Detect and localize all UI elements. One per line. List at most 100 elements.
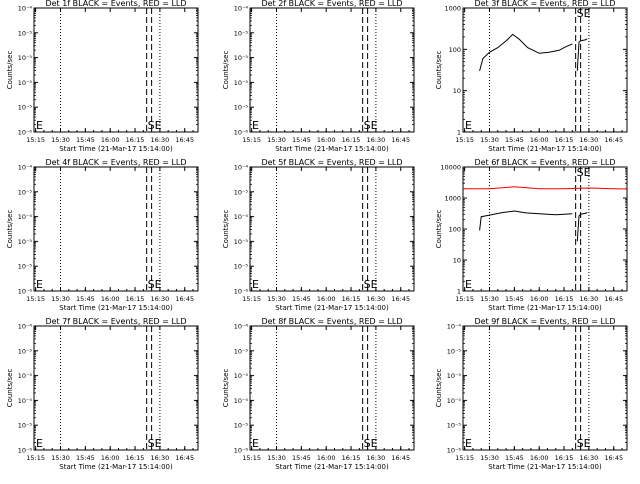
panel-title: Det 1f BLACK = Events, RED = LLD [45,0,186,8]
y-tick-label: 10⁻⁵ [18,397,33,405]
y-tick-label: 10⁻⁵ [234,347,249,355]
panel-title: Det 9f BLACK = Events, RED = LLD [474,317,615,326]
y-tick-label: 10⁻⁶ [234,447,249,455]
marker-E: E [371,278,378,291]
x-tick-label: 16:30 [367,136,386,144]
x-tick-label: 15:45 [76,454,95,462]
x-tick-label: 15:45 [292,136,311,144]
x-tick-label: 15:30 [51,295,70,303]
x-tick-label: 16:45 [604,295,623,303]
y-tick-label: 10⁻⁴ [234,5,249,13]
x-tick-label: 16:45 [175,454,194,462]
events-series-line [479,33,573,72]
x-tick-label: 16:00 [317,136,336,144]
y-tick-label: 10 [453,87,461,95]
panel-det-4: Det 4f BLACK = Events, RED = LLD 15:15 15:… [6,158,199,312]
x-tick-label: 16:30 [580,295,599,303]
x-axis-label: Start Time (21-Mar-17 15:14:00) [59,145,173,153]
x-tick-label: 16:15 [126,136,145,144]
x-axis-label: Start Time (21-Mar-17 15:14:00) [275,304,389,312]
marker-E: E [155,437,162,450]
panel-det-3: Det 3f BLACK = Events, RED = LLD 15:15 15:… [435,0,628,153]
x-tick-label: 15:45 [76,295,95,303]
panel-title: Det 2f BLACK = Events, RED = LLD [261,0,402,8]
y-tick-label: 10⁻⁵ [18,238,33,246]
lld-series-line [463,186,628,190]
x-tick-label: 15:30 [267,454,286,462]
y-tick-label: 10⁻⁵ [18,188,33,196]
plot-frame [249,7,415,133]
x-axis-label: Start Time (21-Mar-17 15:14:00) [59,304,173,312]
x-tick-label: 16:00 [530,295,549,303]
y-axis-label: Counts/sec [222,51,230,90]
x-tick-label: 16:00 [530,454,549,462]
x-tick-label: 16:00 [101,295,120,303]
marker-E-start: E [465,437,472,450]
y-tick-label: 1000 [444,195,461,203]
x-tick-label: 15:45 [76,136,95,144]
y-axis-label: Counts/sec [222,369,230,408]
y-tick-label: 10⁻⁵ [234,422,249,430]
y-tick-label: 10⁻⁵ [447,422,462,430]
panel-title: Det 5f BLACK = Events, RED = LLD [261,158,402,167]
y-tick-label: 10⁻⁵ [18,104,33,112]
y-tick-label: 1 [457,288,461,296]
panel-det-6: Det 6f BLACK = Events, RED = LLD 15:15 15:… [435,158,628,312]
y-tick-label: 10⁻⁵ [18,372,33,380]
x-tick-label: 16:00 [101,454,120,462]
y-tick-label: 10⁻⁵ [18,79,33,87]
y-tick-label: 10⁻⁵ [447,347,462,355]
x-tick-label: 15:15 [26,136,45,144]
plot-frame [462,7,628,133]
x-tick-label: 15:45 [292,454,311,462]
marker-S: S [577,437,584,450]
x-tick-label: 15:15 [455,295,474,303]
x-tick-label: 16:45 [175,136,194,144]
events-series-line [576,38,588,71]
x-tick-label: 15:45 [292,295,311,303]
y-tick-label: 1 [457,129,461,137]
y-tick-label: 10⁻⁵ [18,213,33,221]
plot-frame [249,166,415,292]
y-axis-label: Counts/sec [222,210,230,249]
marker-S: S [148,119,155,132]
marker-E-start: E [36,278,43,291]
y-tick-label: 10⁻⁵ [234,188,249,196]
x-tick-label: 16:45 [391,454,410,462]
y-tick-label: 10⁻⁴ [234,323,249,331]
y-tick-label: 100 [449,226,461,234]
y-tick-label: 100 [449,46,461,54]
marker-S: S [364,437,371,450]
marker-S: S [148,437,155,450]
y-tick-label: 10⁻⁶ [18,288,33,296]
x-tick-label: 16:45 [604,454,623,462]
x-tick-label: 16:00 [101,136,120,144]
marker-S: S [148,278,155,291]
x-tick-label: 15:30 [267,136,286,144]
y-tick-label: 10⁻⁵ [234,29,249,37]
x-tick-label: 16:00 [317,454,336,462]
x-tick-label: 16:15 [342,454,361,462]
x-tick-label: 15:15 [455,136,474,144]
x-tick-label: 15:30 [51,454,70,462]
x-tick-label: 15:45 [505,295,524,303]
marker-E-start: E [36,119,43,132]
y-tick-label: 10⁻⁵ [234,397,249,405]
y-axis-label: Counts/sec [6,369,14,408]
y-tick-label: 10⁻⁵ [234,238,249,246]
x-axis-label: Start Time (21-Mar-17 15:14:00) [59,463,173,471]
x-tick-label: 15:30 [480,136,499,144]
y-axis-label: Counts/sec [6,51,14,90]
panel-title: Det 3f BLACK = Events, RED = LLD [474,0,615,8]
x-tick-label: 16:30 [580,454,599,462]
marker-E-start: E [465,278,472,291]
x-tick-label: 15:30 [480,295,499,303]
marker-E-start: E [252,278,259,291]
y-axis-label: Counts/sec [435,369,443,408]
y-tick-label: 10⁻⁴ [18,323,33,331]
x-tick-label: 16:15 [555,136,574,144]
x-tick-label: 15:30 [267,295,286,303]
plot-frame [33,7,199,133]
y-tick-label: 10⁻⁵ [18,263,33,271]
